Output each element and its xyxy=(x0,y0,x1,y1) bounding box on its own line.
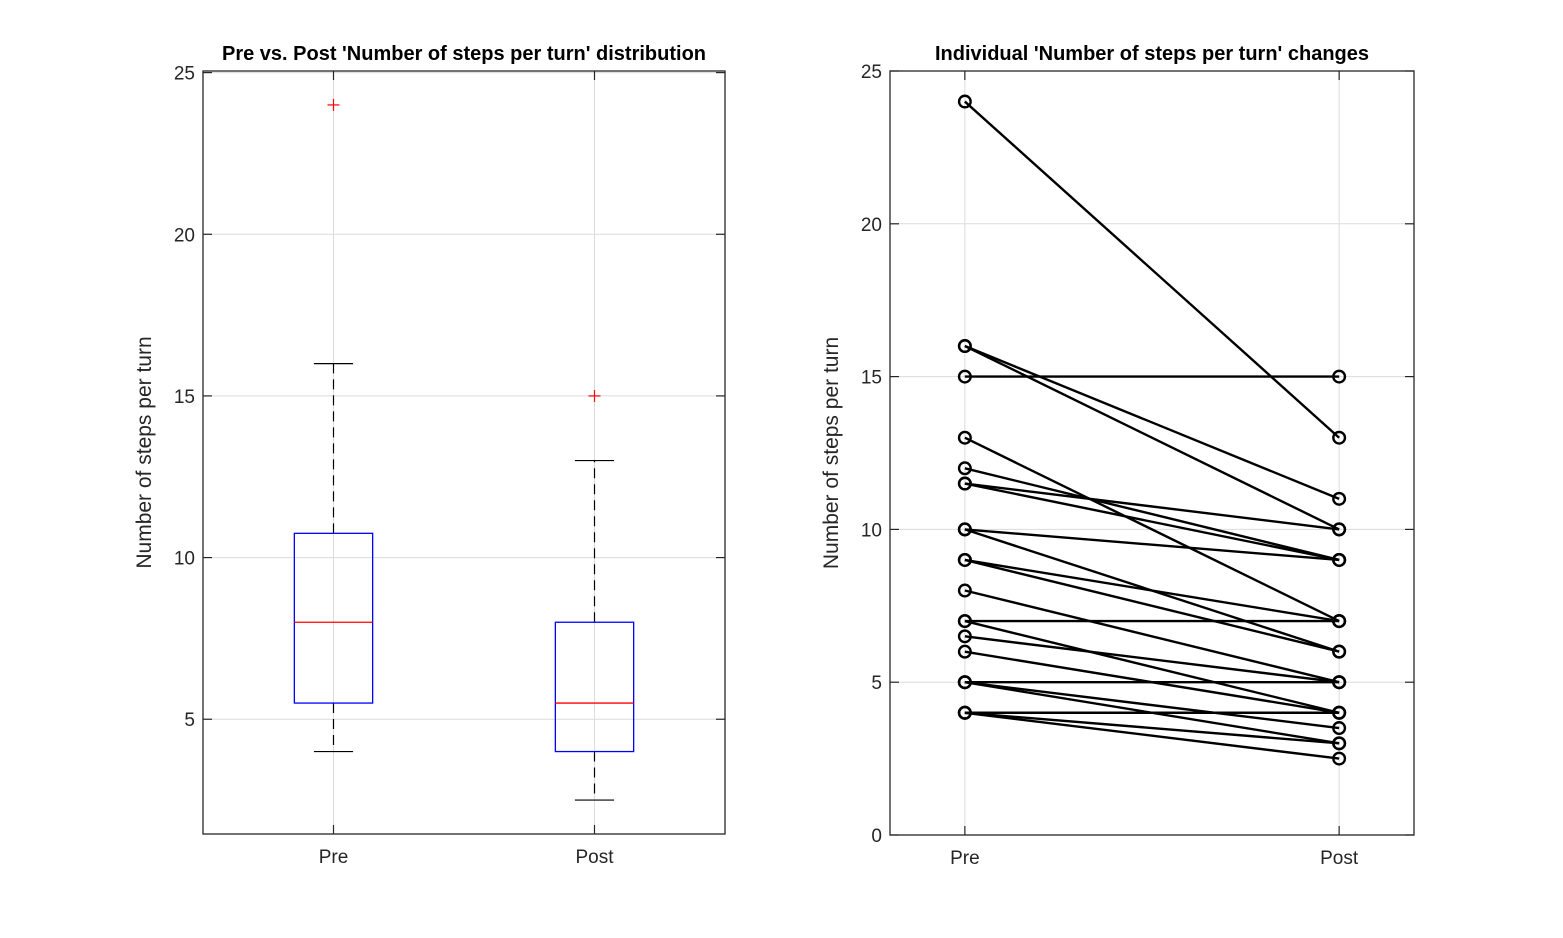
y-axis-label: Number of steps per turn xyxy=(133,336,156,568)
post-marker xyxy=(1332,430,1347,445)
connecting-line xyxy=(964,482,1340,562)
post-marker xyxy=(1332,369,1347,384)
y-tick-label: 20 xyxy=(174,225,195,246)
connecting-line xyxy=(964,436,1340,623)
post-marker xyxy=(1332,736,1347,751)
pre-marker xyxy=(957,675,972,690)
post-marker xyxy=(1332,705,1347,720)
connecting-line xyxy=(964,482,1340,531)
connecting-line xyxy=(964,467,1340,562)
iqr-box xyxy=(554,621,635,753)
y-tick-label: 0 xyxy=(871,826,882,847)
y-axis-label: Number of steps per turn xyxy=(820,337,843,569)
pre-marker xyxy=(957,476,972,491)
plot-marks xyxy=(957,94,1347,766)
ticks: 0 5 10 15 20 25 Pre Post xyxy=(861,62,1414,869)
subject-line-subject-1 xyxy=(957,94,1347,445)
chart-title: Pre vs. Post 'Number of steps per turn' … xyxy=(222,43,706,65)
x-tick-label: Post xyxy=(575,847,614,868)
box-post xyxy=(554,389,635,801)
ticks: 5 10 15 20 25 Pre Post xyxy=(174,64,725,868)
y-tick-label: 25 xyxy=(174,64,195,85)
post-marker xyxy=(1332,675,1347,690)
x-tick-label: Pre xyxy=(319,847,349,868)
x-tick-label: Pre xyxy=(950,848,980,869)
connecting-line xyxy=(964,558,1340,653)
connecting-line xyxy=(964,100,1340,439)
y-tick-label: 15 xyxy=(861,368,882,389)
x-tick-label: Post xyxy=(1320,848,1359,869)
pre-marker xyxy=(957,705,972,720)
iqr-box xyxy=(293,532,374,704)
y-tick-label: 25 xyxy=(861,62,882,83)
connecting-line xyxy=(964,681,1340,730)
post-marker xyxy=(1332,552,1347,567)
post-marker xyxy=(1332,614,1347,629)
connecting-line xyxy=(964,528,1340,562)
plot-marks xyxy=(293,98,635,801)
post-marker xyxy=(1332,491,1347,506)
y-tick-label: 20 xyxy=(861,215,882,236)
connecting-line xyxy=(964,711,1340,760)
pre-marker xyxy=(957,629,972,644)
y-tick-label: 5 xyxy=(184,710,195,731)
axes-background xyxy=(203,71,725,834)
y-tick-label: 5 xyxy=(871,673,882,694)
connecting-line xyxy=(964,344,1340,500)
post-marker xyxy=(1332,751,1347,766)
pre-marker xyxy=(957,461,972,476)
pre-marker xyxy=(957,339,972,354)
outlier-marker xyxy=(588,389,601,402)
pre-marker xyxy=(957,369,972,384)
outlier-marker xyxy=(327,98,340,111)
connecting-line xyxy=(964,558,1340,623)
pre-marker xyxy=(957,430,972,445)
connecting-line xyxy=(964,619,1340,714)
y-tick-label: 10 xyxy=(174,549,195,570)
pre-marker xyxy=(957,522,972,537)
pre-marker xyxy=(957,583,972,598)
pre-marker xyxy=(957,552,972,567)
boxplot-chart: 5 10 15 20 25 Pre Post Pre vs. Post 'Number of… xyxy=(133,43,726,868)
connecting-line xyxy=(964,589,1340,684)
subject-line-subject-12 xyxy=(957,552,1347,659)
post-marker xyxy=(1332,522,1347,537)
chart-title: Individual 'Number of steps per turn' ch… xyxy=(935,43,1369,65)
pre-marker xyxy=(957,614,972,629)
axes-frame xyxy=(202,70,726,835)
y-tick-label: 10 xyxy=(861,520,882,541)
pre-marker xyxy=(957,94,972,109)
subject-line-subject-23 xyxy=(957,705,1347,766)
paired-line-chart: 0 5 10 15 20 25 Pre Post Individual 'Number of … xyxy=(820,43,1415,869)
axes-background xyxy=(890,71,1414,835)
axes-frame xyxy=(889,70,1415,836)
post-marker xyxy=(1332,644,1347,659)
pre-marker xyxy=(957,644,972,659)
y-tick-label: 15 xyxy=(174,387,195,408)
connecting-line xyxy=(964,635,1340,684)
connecting-line xyxy=(964,711,1340,745)
subject-line-subject-4 xyxy=(957,369,1347,384)
post-marker xyxy=(1332,721,1347,736)
box-pre xyxy=(293,98,374,753)
